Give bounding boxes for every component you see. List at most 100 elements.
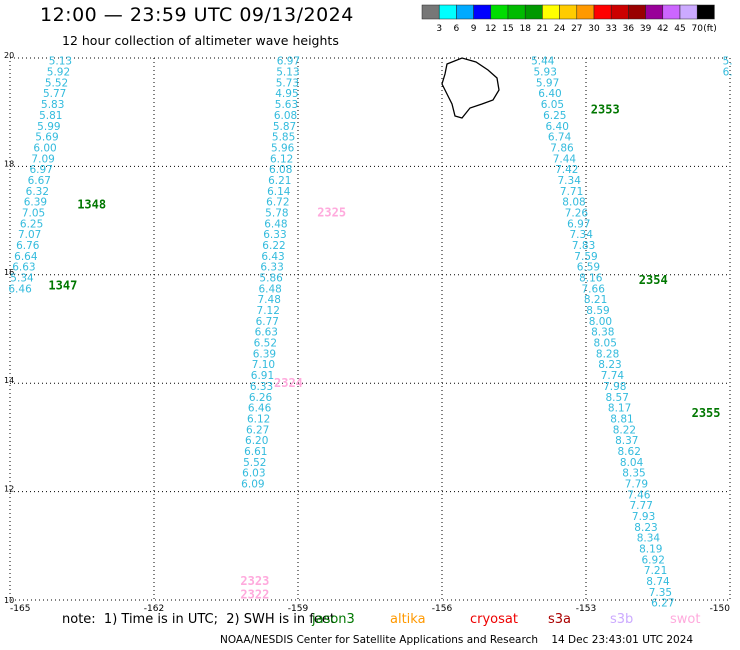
colorbar-label: 9 — [471, 24, 477, 34]
wave-height-point: 8.05 — [594, 338, 617, 350]
wave-height-point: 6.14 — [267, 186, 291, 198]
wave-height-point: 6.63 — [12, 262, 35, 274]
wave-height-point: 6.48 — [258, 283, 281, 295]
wave-height-point: 7.07 — [18, 229, 41, 241]
y-tick-label: 14 — [4, 376, 14, 385]
wave-height-point: 8.35 — [622, 468, 645, 480]
wave-height-point: 5.77 — [43, 88, 66, 100]
wave-height-point: 5.92 — [47, 67, 70, 79]
wave-height-point: 4.95 — [275, 88, 298, 100]
wave-height-point: 7.42 — [555, 164, 578, 176]
island-outline — [441, 57, 500, 119]
wave-height-point: 6.08 — [274, 110, 297, 122]
wave-height-point: 5.85 — [272, 132, 295, 144]
wave-height-point: 7.79 — [625, 478, 648, 490]
wave-height-point: 5.86 — [259, 273, 283, 285]
wave-height-point: 7.98 — [603, 381, 626, 393]
wave-height-point: 8.04 — [620, 457, 644, 469]
pass-number-label: 2353 — [591, 102, 620, 116]
colorbar-label: 18 — [519, 24, 531, 34]
colorbar-label: 70 — [691, 24, 703, 34]
y-tick-label: 10 — [4, 596, 14, 605]
wave-height-point: 8.23 — [598, 359, 621, 371]
wave-height-point: 5.87 — [273, 121, 296, 133]
wave-height-point: 8.62 — [618, 446, 641, 458]
wave-height-point: 6.48 — [264, 218, 287, 230]
wave-height-point: 5.93 — [534, 67, 557, 79]
wave-height-point: 6.97 — [277, 56, 300, 68]
y-tick-label: 12 — [4, 485, 14, 494]
wave-height-point: 6.09 — [241, 478, 264, 490]
satellite-legend-cryosat: cryosat — [470, 612, 518, 627]
wave-height-point: 7.34 — [570, 229, 594, 241]
wave-height-point: 6.97 — [30, 164, 53, 176]
wave-height-point: 7.59 — [574, 251, 597, 263]
wave-height-point: 8.34 — [637, 533, 661, 545]
wave-height-point: 7.34 — [558, 175, 582, 187]
pass-number-label: 2322 — [240, 588, 269, 602]
pass-number-label: 1348 — [77, 197, 106, 211]
wave-height-point: 6.39 — [253, 348, 276, 360]
colorbar-label: 27 — [571, 24, 582, 34]
wave-height-point: 7.93 — [632, 511, 655, 523]
wave-height-point: 7.10 — [252, 359, 275, 371]
wave-height-point: 8.23 — [634, 522, 657, 534]
wave-height-point: 6.21 — [268, 175, 291, 187]
wave-height-point: 8.16 — [579, 273, 603, 285]
wave-height-point: 5.73 — [276, 77, 299, 89]
chart-subtitle: 12 hour collection of altimeter wave hei… — [62, 33, 339, 48]
wave-height-point: 6.25 — [20, 218, 43, 230]
colorbar-label: 3 — [436, 24, 442, 34]
wave-height-point: 6.27 — [651, 598, 674, 610]
pass-number-label: 2354 — [639, 273, 668, 287]
wave-height-point: 5.81 — [39, 110, 62, 122]
wave-height-point: 8.17 — [608, 403, 631, 415]
wave-height-point: 6.00 — [33, 142, 56, 154]
wave-height-point: 7.86 — [550, 142, 574, 154]
wave-height-point: 6.40 — [546, 121, 569, 133]
wave-height-point: 6.97 — [567, 218, 590, 230]
wave-height-point: 6.63 — [255, 327, 278, 339]
x-tick-label: -165 — [10, 604, 30, 614]
wave-height-point: 7.05 — [22, 207, 45, 219]
wave-height-point: 6.32 — [26, 186, 49, 198]
wave-height-point: 6.76 — [16, 240, 40, 252]
wave-height-point: 6.52 — [254, 338, 277, 350]
colorbar-label: 33 — [605, 24, 616, 34]
colorbar-label: 6 — [454, 24, 460, 34]
satellite-legend-s3b: s3b — [610, 612, 634, 627]
wave-height-point: 6. — [723, 67, 733, 79]
wave-height-point: 6.46 — [8, 283, 32, 295]
wave-height-point: 5.83 — [41, 99, 64, 111]
y-tick-label: 20 — [4, 51, 14, 60]
wave-height-point: 7.09 — [31, 153, 54, 165]
satellite-legend-altika: altika — [390, 612, 426, 627]
wave-height-point: 8.00 — [589, 316, 612, 328]
colorbar-label: 42 — [657, 24, 668, 34]
wave-height-point: 7.66 — [582, 283, 606, 295]
wave-height-point: 7.12 — [257, 305, 280, 317]
wave-height-point: 7.21 — [644, 565, 667, 577]
wave-height-point: 7.35 — [649, 587, 672, 599]
colorbar-label: 30 — [588, 24, 600, 34]
pass-number-label: 2325 — [317, 205, 346, 219]
wave-height-point: 6.12 — [247, 413, 270, 425]
pass-number-label: 1347 — [48, 279, 77, 293]
x-tick-label: -159 — [288, 604, 309, 614]
colorbar-label: 24 — [554, 24, 566, 34]
wave-height-point: 5.34 — [10, 273, 34, 285]
wave-height-point: 7.26 — [565, 207, 589, 219]
colorbar-label: 36 — [623, 24, 635, 34]
wave-height-point: 6.39 — [24, 197, 47, 209]
wave-height-point: 8.22 — [613, 424, 636, 436]
colorbar-units: (ft) — [703, 24, 717, 34]
wave-height-point: 6.12 — [270, 153, 293, 165]
colorbar-label: 39 — [640, 24, 652, 34]
wave-height-point: 6.20 — [245, 435, 268, 447]
wave-height-point: 5.52 — [243, 457, 266, 469]
wave-height-point: 6.92 — [642, 554, 665, 566]
wave-height-point: 8.81 — [610, 413, 633, 425]
wave-height-point: 7.74 — [601, 370, 625, 382]
wave-height-point: 6.77 — [256, 316, 279, 328]
wave-height-point: 6.46 — [248, 403, 272, 415]
